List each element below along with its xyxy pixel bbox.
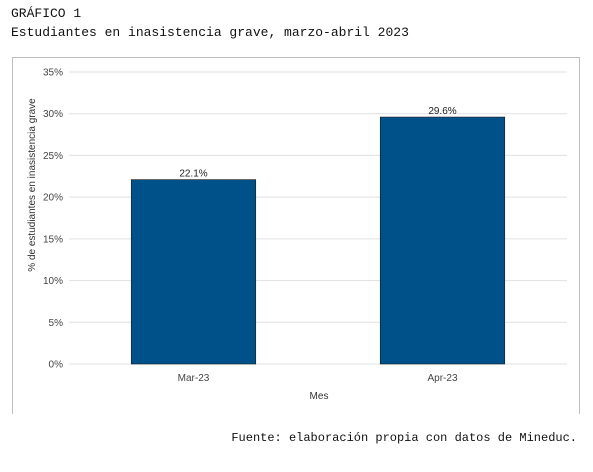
- y-tick-label: 20%: [43, 193, 63, 204]
- y-tick-label: 30%: [43, 109, 63, 120]
- data-label: 22.1%: [179, 169, 207, 180]
- chart-frame: [12, 57, 580, 414]
- bars: [130, 116, 506, 365]
- data-labels: 22.1% 29.6%: [179, 106, 456, 180]
- chart-title: Estudiantes en inasistencia grave, marzo…: [11, 25, 409, 40]
- x-tick-label: Mar-23: [178, 373, 210, 384]
- y-tick-label: 35%: [43, 68, 63, 79]
- y-tick-label: 10%: [43, 276, 63, 287]
- x-tick-label: Apr-23: [427, 373, 457, 384]
- x-axis-ticks: Mar-23 Apr-23: [178, 373, 458, 384]
- y-tick-label: 25%: [43, 151, 63, 162]
- bar-mar-23: [130, 179, 257, 365]
- y-axis-ticks: 0% 5% 10% 15% 20% 25% 30% 35%: [43, 68, 63, 371]
- y-tick-label: 5%: [49, 318, 64, 329]
- y-tick-label: 0%: [49, 360, 64, 371]
- y-axis-label: % de estudiantes en inasistencia grave: [27, 98, 38, 272]
- source-note: Fuente: elaboración propia con datos de …: [231, 431, 577, 445]
- y-tick-label: 15%: [43, 234, 63, 245]
- figure-label: GRÁFICO 1: [11, 6, 82, 21]
- x-axis-label: Mes: [310, 391, 329, 402]
- data-label: 29.6%: [428, 106, 456, 117]
- bar-apr-23: [379, 116, 506, 365]
